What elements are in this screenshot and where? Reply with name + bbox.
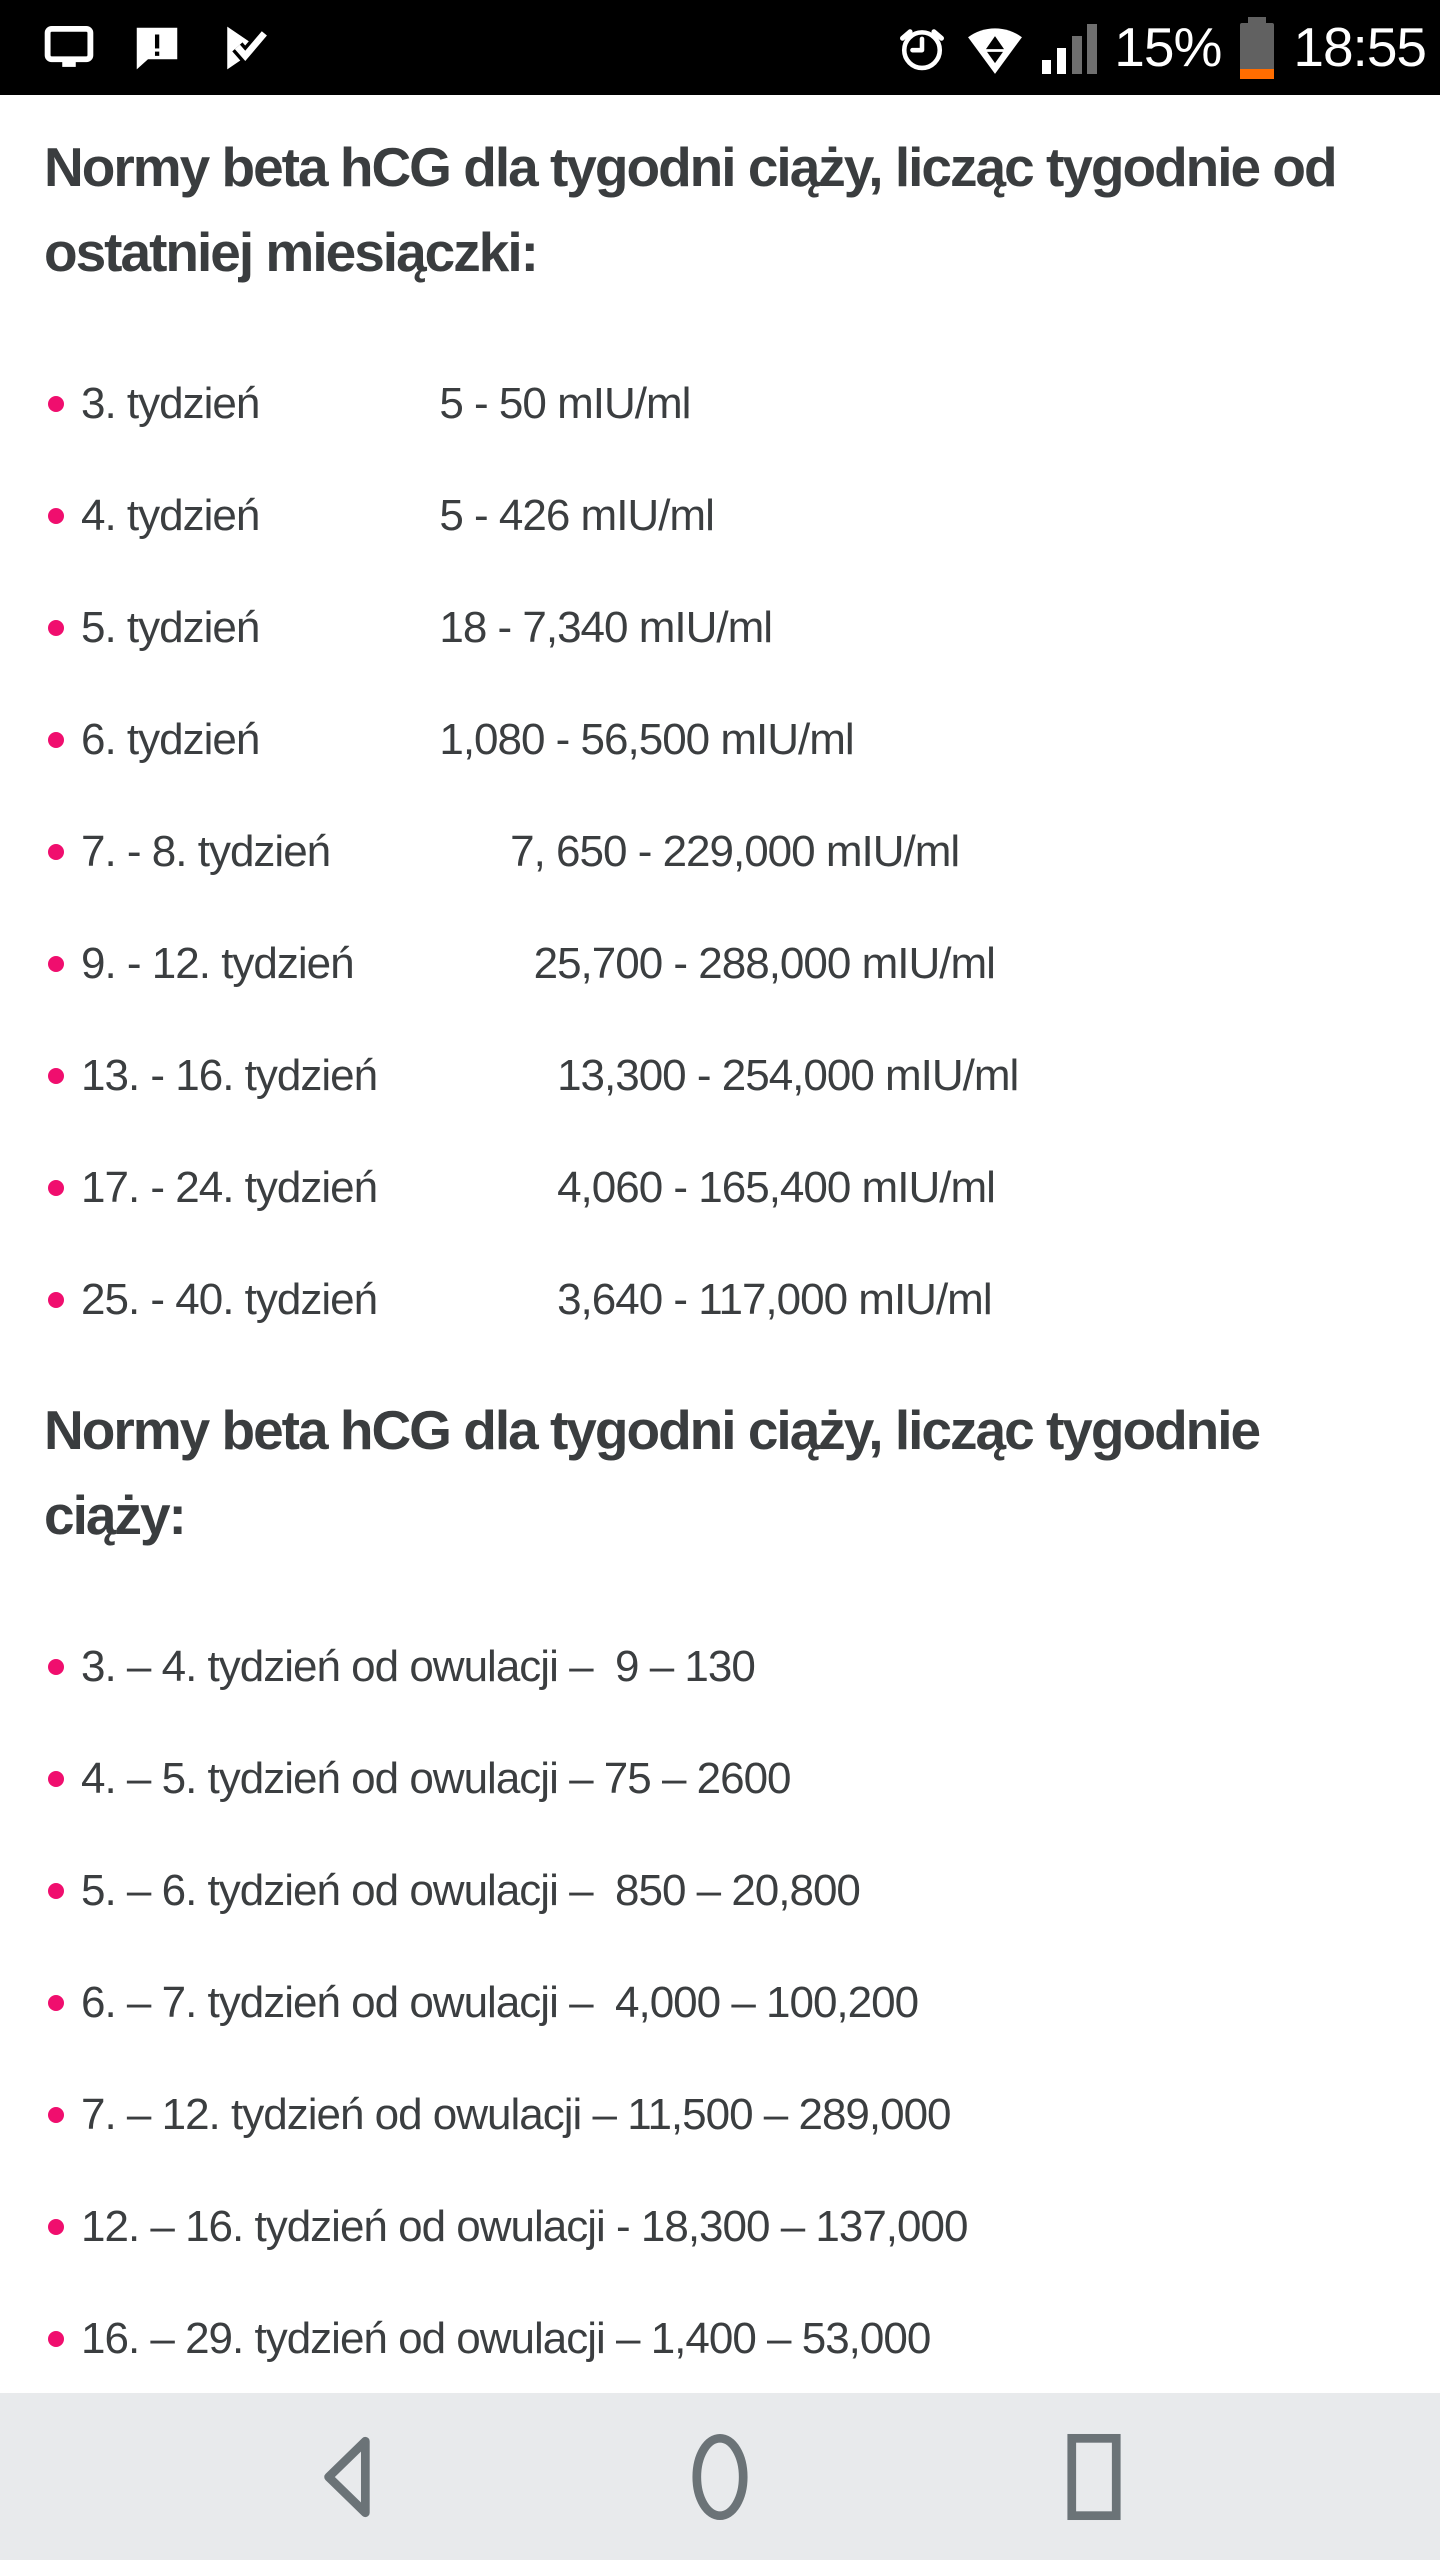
list-item: 3. tydzień 5 - 50 mIU/ml <box>44 380 1395 428</box>
bullet-icon <box>48 1180 64 1196</box>
play-check-icon <box>216 21 270 75</box>
list-item: 6. tydzień 1,080 - 56,500 mIU/ml <box>44 716 1395 764</box>
list-item: 4. – 5. tydzień od owulacji – 75 – 2600 <box>44 1755 1395 1803</box>
list-item: 13. - 16. tydzień 13,300 - 254,000 mIU/ml <box>44 1052 1395 1100</box>
display-icon <box>40 21 98 75</box>
heading-weeks-of-pregnancy: Normy beta hCG dla tygodni ciąży, licząc… <box>44 1399 1261 1546</box>
home-icon <box>691 2432 749 2522</box>
bullet-icon <box>48 1068 64 1084</box>
list-item: 17. - 24. tydzień 4,060 - 165,400 mIU/ml <box>44 1164 1395 1212</box>
status-bar: 15% 18:55 <box>0 0 1440 95</box>
navigation-bar <box>0 2393 1440 2560</box>
bullet-icon <box>48 2107 64 2123</box>
alarm-icon <box>896 22 948 74</box>
message-alert-icon <box>130 21 184 75</box>
bullet-icon <box>48 956 64 972</box>
bullet-icon <box>48 508 64 524</box>
bullet-icon <box>48 620 64 636</box>
heading-weeks-from-lmp: Normy beta hCG dla tygodni ciąży, licząc… <box>44 136 1338 283</box>
list-item: 7. – 12. tydzień od owulacji – 11,500 – … <box>44 2091 1395 2139</box>
bullet-icon <box>48 2219 64 2235</box>
clock-time: 18:55 <box>1293 16 1427 78</box>
list-item: 4. tydzień 5 - 426 mIU/ml <box>44 492 1395 540</box>
back-button[interactable] <box>314 2432 378 2522</box>
list-item: 3. – 4. tydzień od owulacji – 9 – 130 <box>44 1643 1395 1691</box>
recents-button[interactable] <box>1062 2432 1126 2522</box>
battery-icon <box>1237 16 1277 79</box>
bullet-icon <box>48 1292 64 1308</box>
bullet-icon <box>48 732 64 748</box>
wifi-data-icon <box>964 20 1026 76</box>
recents-icon <box>1065 2432 1123 2522</box>
status-bar-notifications <box>40 21 270 75</box>
bullet-icon <box>48 844 64 860</box>
list-item: 5. tydzień 18 - 7,340 mIU/ml <box>44 604 1395 652</box>
bullet-icon <box>48 1659 64 1675</box>
list-item: 16. – 29. tydzień od owulacji – 1,400 – … <box>44 2315 1395 2363</box>
signal-icon <box>1042 22 1098 74</box>
status-bar-system: 15% 18:55 <box>896 0 1427 95</box>
bullet-icon <box>48 1995 64 2011</box>
back-icon <box>317 2432 375 2522</box>
battery-percent: 15% <box>1114 16 1222 78</box>
article-content: Normy beta hCG dla tygodni ciąży, licząc… <box>0 95 1440 2393</box>
hcg-list-ovulation: 3. – 4. tydzień od owulacji – 9 – 130 4.… <box>44 1643 1395 2363</box>
home-button[interactable] <box>688 2432 752 2522</box>
hcg-list-lmp: 3. tydzień 5 - 50 mIU/ml 4. tydzień 5 - 42… <box>44 380 1395 1324</box>
bullet-icon <box>48 2331 64 2347</box>
bullet-icon <box>48 396 64 412</box>
list-item: 25. - 40. tydzień 3,640 - 117,000 mIU/ml <box>44 1276 1395 1324</box>
bullet-icon <box>48 1771 64 1787</box>
list-item: 7. - 8. tydzień 7, 650 - 229,000 mIU/ml <box>44 828 1395 876</box>
list-item: 6. – 7. tydzień od owulacji – 4,000 – 10… <box>44 1979 1395 2027</box>
list-item: 5. – 6. tydzień od owulacji – 850 – 20,8… <box>44 1867 1395 1915</box>
list-item: 12. – 16. tydzień od owulacji - 18,300 –… <box>44 2203 1395 2251</box>
list-item: 9. - 12. tydzień 25,700 - 288,000 mIU/ml <box>44 940 1395 988</box>
bullet-icon <box>48 1883 64 1899</box>
